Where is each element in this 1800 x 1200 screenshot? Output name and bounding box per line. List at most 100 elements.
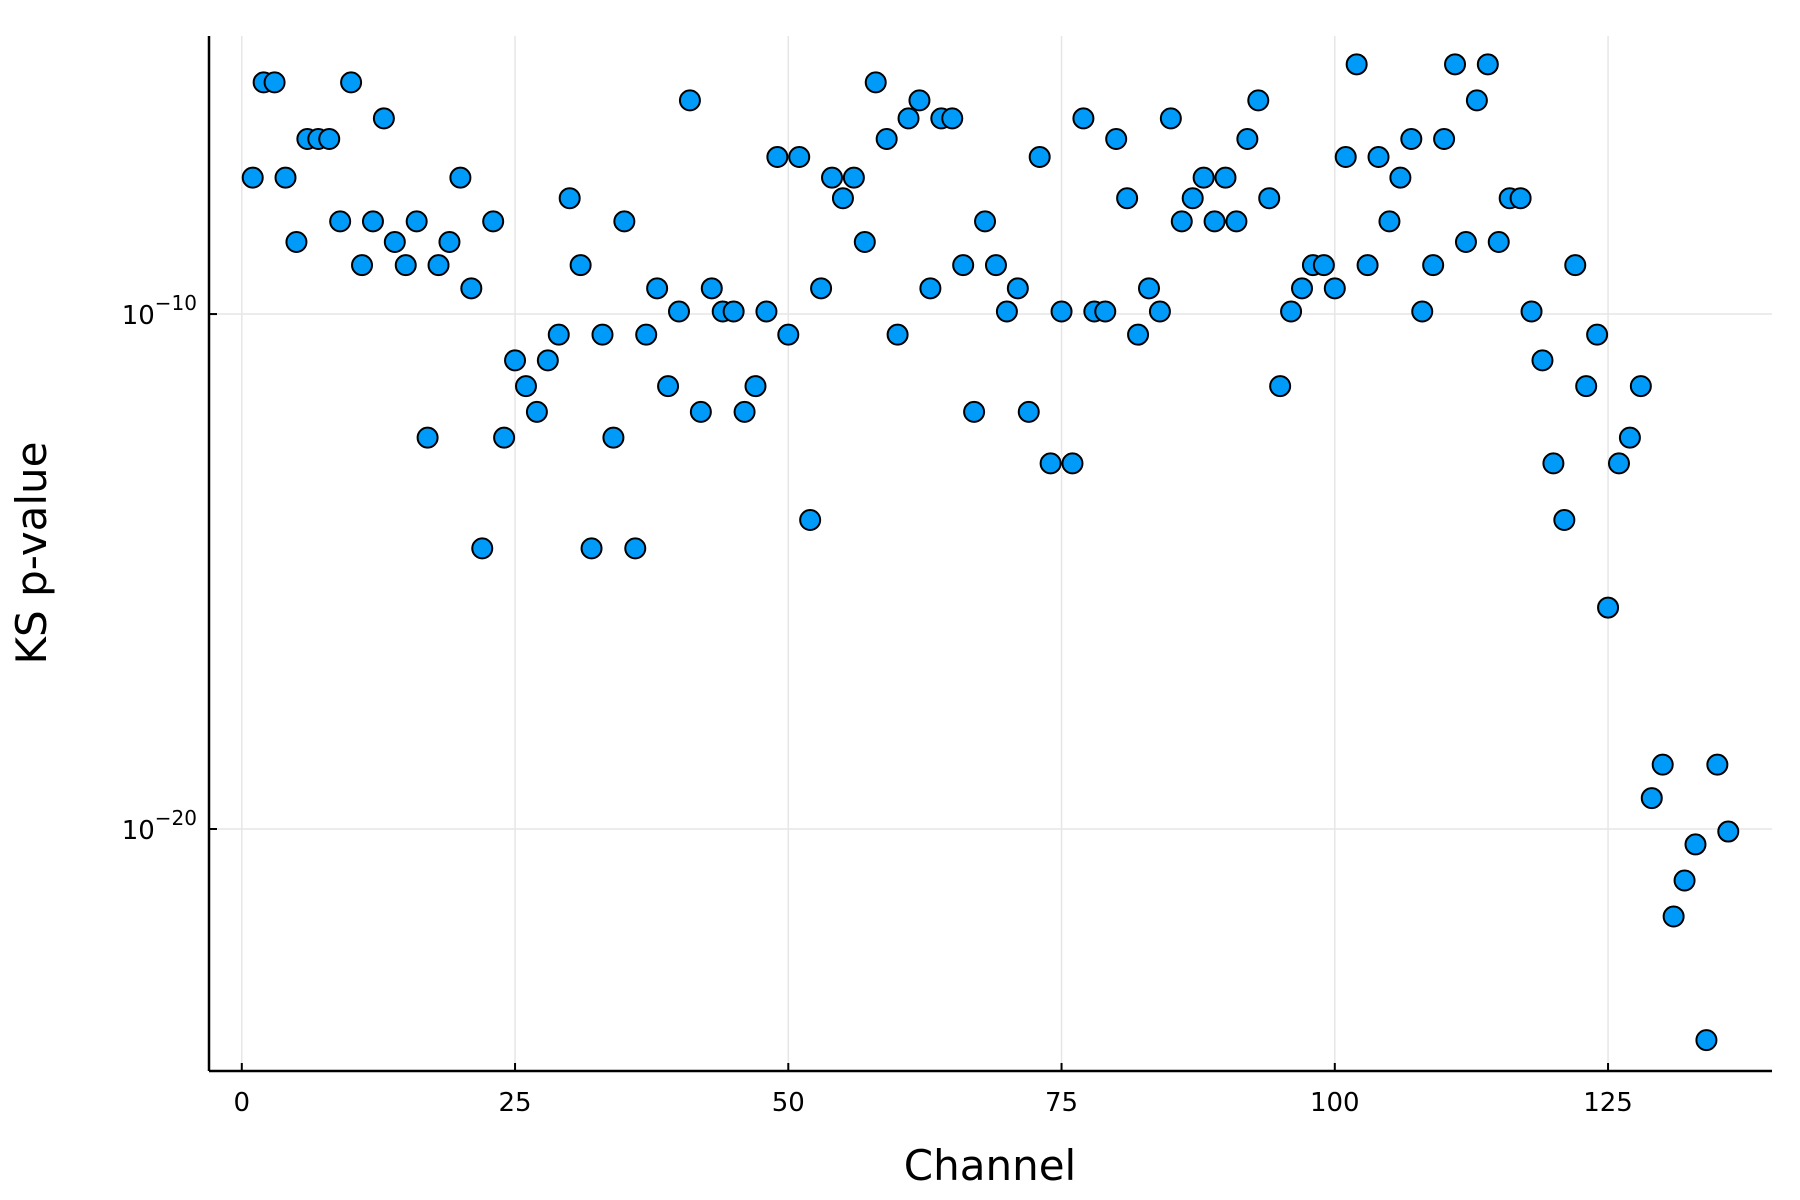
- data-point: [1520, 300, 1543, 323]
- data-point: [1247, 89, 1270, 112]
- data-point: [974, 210, 997, 233]
- data-point: [941, 107, 964, 130]
- data-point: [646, 277, 669, 300]
- data-point: [908, 89, 931, 112]
- data-point: [733, 400, 756, 423]
- data-point: [1312, 254, 1335, 277]
- grid-lines: [209, 36, 1772, 1071]
- data-point: [427, 254, 450, 277]
- data-point: [285, 230, 308, 253]
- data-point: [1618, 426, 1641, 449]
- data-point: [536, 349, 559, 372]
- data-point: [995, 300, 1018, 323]
- data-point: [1356, 254, 1379, 277]
- data-point: [1487, 230, 1510, 253]
- data-point: [744, 375, 767, 398]
- data-point: [460, 277, 483, 300]
- data-point: [482, 210, 505, 233]
- data-point: [471, 537, 494, 560]
- data-point: [351, 254, 374, 277]
- data-point: [1028, 146, 1051, 169]
- data-point: [558, 187, 581, 210]
- data-point: [1334, 146, 1357, 169]
- data-point: [1695, 1029, 1718, 1052]
- data-point: [689, 400, 712, 423]
- data-point: [1367, 146, 1390, 169]
- data-point: [1050, 300, 1073, 323]
- data-point: [318, 127, 341, 150]
- data-point: [1673, 869, 1696, 892]
- data-point: [438, 230, 461, 253]
- data-point: [1575, 375, 1598, 398]
- data-point: [329, 210, 352, 233]
- data-point: [1586, 323, 1609, 346]
- data-point: [667, 300, 690, 323]
- data-point: [1258, 187, 1281, 210]
- data-point: [919, 277, 942, 300]
- data-point: [788, 146, 811, 169]
- data-point: [449, 166, 472, 189]
- data-point: [1411, 300, 1434, 323]
- data-point: [372, 107, 395, 130]
- data-point: [1214, 166, 1237, 189]
- data-point: [1148, 300, 1171, 323]
- data-point: [613, 210, 636, 233]
- data-point: [635, 323, 658, 346]
- data-point: [504, 349, 527, 372]
- x-tick-label: 125: [1583, 1088, 1633, 1118]
- y-ticks: 10−10 10−20: [122, 291, 217, 846]
- data-point: [1105, 127, 1128, 150]
- x-tick-label: 0: [234, 1088, 251, 1118]
- x-axis-label: Channel: [904, 1141, 1076, 1190]
- data-point: [1422, 254, 1445, 277]
- data-point: [1236, 127, 1259, 150]
- data-point: [864, 71, 887, 94]
- data-point: [1400, 127, 1423, 150]
- data-point: [1662, 905, 1685, 928]
- data-point: [1323, 277, 1346, 300]
- data-point: [1225, 210, 1248, 233]
- data-point: [963, 400, 986, 423]
- data-point: [569, 254, 592, 277]
- data-point: [1280, 300, 1303, 323]
- data-point: [1192, 166, 1215, 189]
- data-point: [1706, 753, 1729, 776]
- data-point: [897, 107, 920, 130]
- data-point: [263, 71, 286, 94]
- data-point: [493, 426, 516, 449]
- data-point: [1072, 107, 1095, 130]
- data-point: [821, 166, 844, 189]
- axes: [207, 36, 1772, 1073]
- data-point: [1509, 187, 1532, 210]
- data-point: [1006, 277, 1029, 300]
- data-point: [547, 323, 570, 346]
- data-point: [722, 300, 745, 323]
- x-ticks: 0 25 50 75 100 125: [234, 1063, 1633, 1118]
- data-point: [1476, 53, 1499, 76]
- data-point: [1640, 787, 1663, 810]
- data-point: [755, 300, 778, 323]
- data-point: [624, 537, 647, 560]
- data-point: [1597, 596, 1620, 619]
- data-point: [591, 323, 614, 346]
- data-point: [1203, 210, 1226, 233]
- data-point: [1061, 452, 1084, 475]
- data-point: [766, 146, 789, 169]
- data-point: [657, 375, 680, 398]
- y-axis-label: KS p-value: [7, 442, 56, 665]
- y-tick-label: 10−20: [122, 806, 197, 846]
- data-point: [1269, 375, 1292, 398]
- data-point: [799, 509, 822, 532]
- data-point: [1629, 375, 1652, 398]
- data-point: [1039, 452, 1062, 475]
- x-tick-label: 75: [1045, 1088, 1078, 1118]
- data-point: [361, 210, 384, 233]
- data-point: [602, 426, 625, 449]
- data-point: [1433, 127, 1456, 150]
- y-tick-label: 10−10: [122, 291, 197, 331]
- data-point: [984, 254, 1007, 277]
- data-point: [1542, 452, 1565, 475]
- data-point: [394, 254, 417, 277]
- data-point: [853, 230, 876, 253]
- data-point: [1137, 277, 1160, 300]
